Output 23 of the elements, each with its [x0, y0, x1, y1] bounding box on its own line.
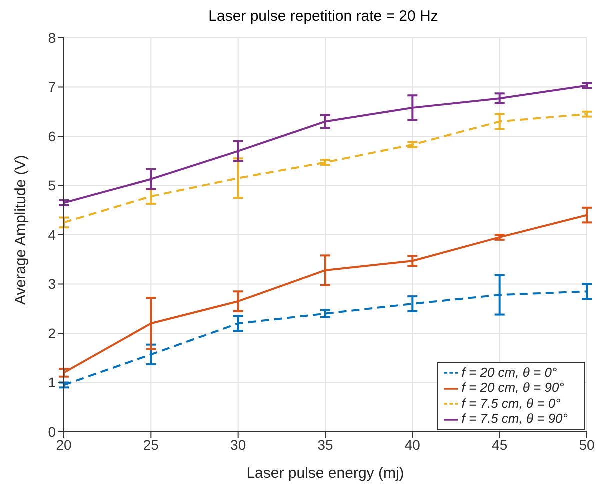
legend-label: f = 20 cm, θ = 0°	[462, 364, 558, 380]
x-tick-label: 40	[404, 436, 421, 453]
y-tick-label: 4	[48, 226, 56, 243]
chart-title: Laser pulse repetition rate = 20 Hz	[208, 8, 440, 26]
y-tick-label: 3	[48, 276, 56, 292]
x-tick-label: 20	[56, 436, 72, 453]
y-tick-label: 8	[48, 30, 56, 46]
y-tick-label: 6	[48, 128, 56, 144]
x-tick-label: 50	[579, 436, 595, 453]
legend-label: f = 20 cm, θ = 90°	[462, 380, 564, 396]
y-tick-label: 1	[48, 374, 56, 391]
y-axis-title: Average Amplitude (V)	[12, 155, 30, 305]
y-tick-label: 7	[48, 79, 56, 96]
y-tick-label: 5	[48, 178, 56, 194]
legend-label: f = 7.5 cm, θ = 0°	[462, 396, 561, 411]
y-tick-label: 2	[48, 325, 56, 342]
x-tick-label: 25	[143, 436, 160, 453]
x-tick-label: 35	[318, 436, 334, 453]
x-axis-title: Laser pulse energy (mj)	[246, 465, 404, 482]
y-tick-label: 0	[48, 424, 56, 440]
x-tick-label: 30	[230, 436, 246, 453]
legend-label: f = 7.5 cm, θ = 90°	[462, 411, 568, 426]
x-tick-label: 45	[492, 436, 508, 453]
